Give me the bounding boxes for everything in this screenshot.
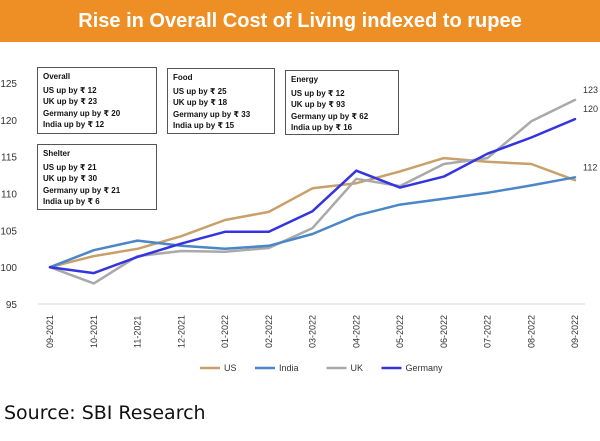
x-tick-label: 01-2022 [220, 315, 230, 348]
annotation-line: US up by ₹ 12 [291, 88, 345, 98]
legend-label: US [224, 363, 237, 373]
y-tick-label: 115 [1, 153, 17, 164]
legend-label: Germany [406, 363, 444, 373]
annotation-title: Food [173, 73, 193, 82]
x-tick-label: 12-2021 [176, 315, 186, 348]
annotation-line: India up by ₹ 15 [173, 121, 235, 130]
chart-title: Rise in Overall Cost of Living indexed t… [0, 0, 600, 42]
annotation-overall: Overall US up by ₹ 12 UK up by ₹ 23 Germ… [37, 67, 157, 134]
y-tick-label: 110 [1, 190, 17, 201]
annotation-line: Germany up by ₹ 21 [43, 185, 121, 195]
legend-label: India [279, 363, 299, 373]
x-tick-label: 03-2022 [308, 315, 318, 348]
annotation-line: Germany up by ₹ 62 [291, 111, 369, 121]
annotation-shelter: Shelter US up by ₹ 21 UK up by ₹ 30 Germ… [37, 144, 157, 210]
x-tick-label: 05-2022 [395, 315, 405, 348]
annotation-title: Energy [291, 75, 319, 84]
annotation-title: Overall [43, 72, 71, 81]
annotation-line: US up by ₹ 25 [173, 86, 227, 96]
x-tick-label: 08-2022 [526, 315, 536, 348]
series-line-germany [48, 117, 577, 275]
x-tick-label: 10-2021 [89, 315, 99, 348]
end-label: 120 [583, 104, 598, 114]
annotation-line: Germany up by ₹ 20 [43, 108, 121, 118]
annotation-line: UK up by ₹ 18 [173, 98, 228, 107]
annotation-line: US up by ₹ 12 [43, 85, 97, 95]
x-tick-label: 09-2021 [45, 315, 55, 348]
series-line-us [48, 156, 577, 269]
annotation-food: Food US up by ₹ 25 UK up by ₹ 18 Germany… [167, 68, 275, 134]
y-tick-label: 120 [0, 116, 17, 127]
legend-label: UK [351, 363, 364, 373]
annotation-line: India up by ₹ 16 [291, 123, 353, 132]
y-tick-label: 105 [0, 226, 17, 237]
source-note: Source: SBI Research [4, 402, 206, 424]
annotation-energy: Energy US up by ₹ 12 UK up by ₹ 93 Germa… [285, 70, 399, 135]
annotation-line: UK up by ₹ 30 [43, 174, 98, 183]
line-chart: 95 100 105 110 115 120 125 09-2021 10-2021 11-202… [0, 79, 598, 373]
x-tick-label: 07-2022 [483, 315, 493, 348]
y-tick-label: 125 [0, 79, 17, 90]
y-tick-label: 100 [0, 263, 17, 274]
end-label: 112 [583, 162, 597, 172]
end-label: 123 [583, 85, 598, 95]
series-line-india [48, 176, 577, 269]
x-tick-label: 04-2022 [351, 315, 361, 348]
annotation-line: India up by ₹ 12 [43, 120, 105, 129]
annotation-title: Shelter [43, 149, 71, 158]
x-tick-label: 06-2022 [439, 315, 449, 348]
y-tick-label: 95 [6, 300, 18, 311]
annotation-line: UK up by ₹ 93 [291, 100, 346, 109]
x-tick-label: 02-2022 [264, 315, 274, 348]
annotation-line: India up by ₹ 6 [43, 197, 100, 206]
x-tick-label: 09-2022 [570, 315, 580, 348]
x-tick-label: 11-2021 [133, 316, 143, 348]
annotation-line: Germany up by ₹ 33 [173, 109, 251, 119]
annotation-line: US up by ₹ 21 [43, 162, 97, 172]
annotation-line: UK up by ₹ 23 [43, 97, 98, 106]
